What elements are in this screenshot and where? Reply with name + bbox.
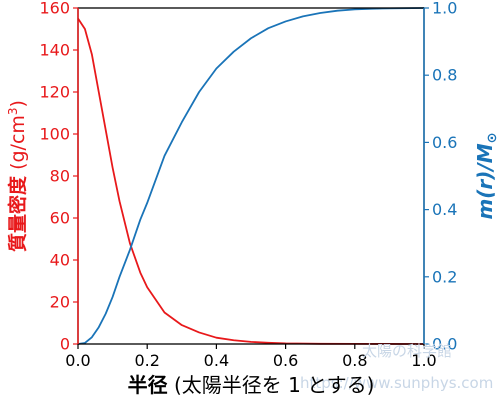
left-tick-label: 120 bbox=[39, 83, 70, 102]
left-tick-label: 80 bbox=[50, 167, 70, 186]
right-tick-label: 0.8 bbox=[432, 66, 457, 85]
left-tick-label: 140 bbox=[39, 41, 70, 60]
right-tick-label: 0.0 bbox=[432, 335, 457, 354]
x-tick-label: 0.8 bbox=[342, 351, 367, 370]
left-tick-label: 0 bbox=[60, 335, 70, 354]
x-tick-label: 0.0 bbox=[65, 351, 90, 370]
watermark-line2: https://www.sunphys.com bbox=[300, 374, 493, 392]
left-tick-label: 100 bbox=[39, 125, 70, 144]
x-tick-label: 0.2 bbox=[134, 351, 159, 370]
right-y-axis: 0.0 0.2 0.4 0.6 0.8 1.0 bbox=[423, 0, 457, 354]
plot-frame bbox=[77, 7, 425, 345]
x-axis: 0.0 0.2 0.4 0.6 0.8 1.0 bbox=[65, 344, 437, 370]
x-tick-label: 0.6 bbox=[273, 351, 298, 370]
left-tick-label: 20 bbox=[50, 293, 70, 312]
x-axis-title: 半径 (太陽半径を 1 とする) bbox=[128, 373, 375, 397]
right-tick-label: 0.6 bbox=[432, 133, 457, 152]
density-series-line bbox=[77, 18, 425, 345]
left-axis-title: 質量密度 (g/cm3) bbox=[6, 100, 29, 252]
right-tick-label: 0.2 bbox=[432, 267, 457, 286]
right-tick-label: 0.4 bbox=[432, 200, 457, 219]
left-tick-label: 160 bbox=[39, 0, 70, 18]
right-tick-label: 1.0 bbox=[432, 0, 457, 18]
watermark-line1: 太陽の科学館 bbox=[362, 342, 452, 360]
x-tick-label: 0.4 bbox=[204, 351, 229, 370]
left-tick-label: 40 bbox=[50, 251, 70, 270]
right-axis-title: m(r)/M⊙ bbox=[473, 132, 500, 219]
plot-lines bbox=[77, 7, 425, 345]
mass-series-line bbox=[77, 7, 425, 345]
x-tick-label: 1.0 bbox=[411, 351, 436, 370]
left-tick-label: 60 bbox=[50, 209, 70, 228]
left-y-axis: 0 20 40 60 80 100 120 140 160 bbox=[39, 0, 79, 354]
